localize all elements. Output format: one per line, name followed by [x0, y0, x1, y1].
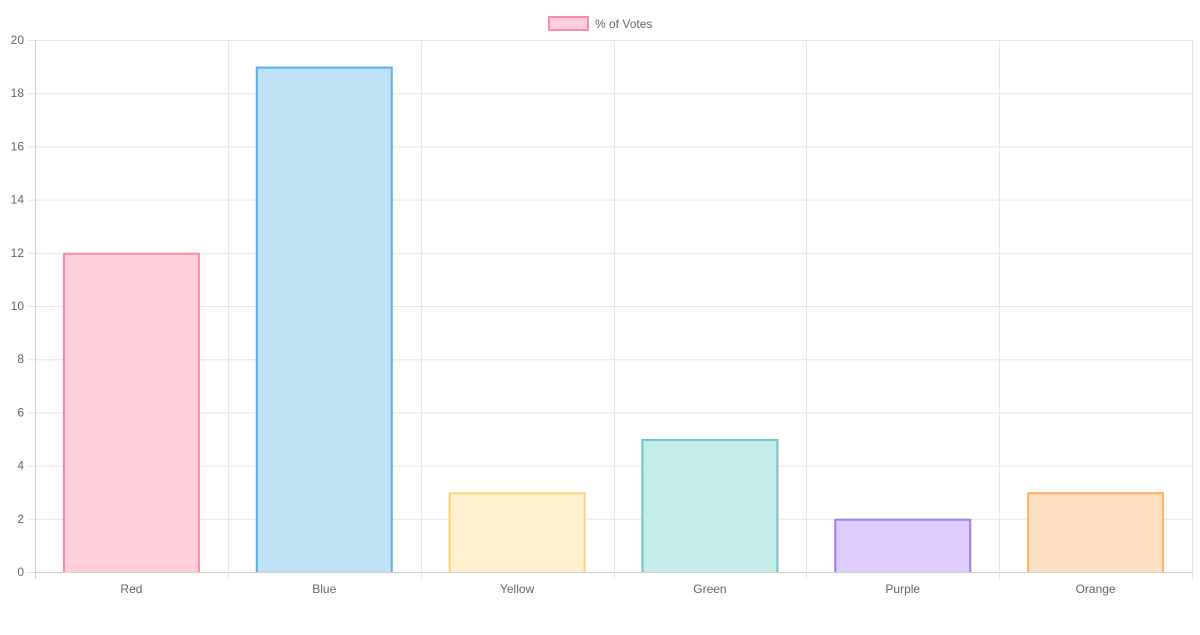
bar-yellow-border: [448, 492, 586, 572]
y-tick-label: 12: [11, 246, 25, 260]
bar-blue[interactable]: [255, 66, 393, 572]
x-tick-label: Blue: [312, 582, 336, 596]
bar-green-fill[interactable]: [641, 439, 779, 572]
legend-swatch[interactable]: [548, 16, 589, 31]
x-tick-label: Purple: [885, 582, 920, 596]
bar-green-border: [641, 439, 779, 572]
y-tick-label: 8: [17, 352, 24, 366]
bar-orange[interactable]: [1027, 492, 1165, 572]
bar-purple-fill[interactable]: [834, 518, 972, 572]
legend[interactable]: % of Votes: [548, 16, 652, 31]
y-tick-label: 0: [17, 565, 24, 579]
bar-purple[interactable]: [834, 518, 972, 572]
bar-yellow[interactable]: [448, 492, 586, 572]
y-tick-label: 10: [11, 299, 25, 313]
bar-yellow-fill[interactable]: [448, 492, 586, 572]
x-tick-label: Green: [693, 582, 726, 596]
x-tick-label: Red: [120, 582, 142, 596]
bar-green[interactable]: [641, 439, 779, 572]
bar-orange-border: [1027, 492, 1165, 572]
x-tick-label: Yellow: [500, 582, 535, 596]
bar-red-border: [62, 252, 200, 572]
bars: [62, 66, 1165, 573]
bar-blue-fill[interactable]: [255, 66, 393, 572]
legend-label[interactable]: % of Votes: [595, 17, 652, 31]
bar-orange-fill[interactable]: [1027, 492, 1165, 572]
y-tick-label: 16: [11, 139, 25, 153]
bar-red[interactable]: [62, 252, 200, 573]
y-tick-label: 4: [17, 459, 24, 473]
y-tick-label: 14: [11, 193, 25, 207]
y-tick-label: 18: [11, 86, 25, 100]
y-tick-label: 2: [17, 512, 24, 526]
x-tick-label: Orange: [1076, 582, 1116, 596]
bar-purple-border: [834, 518, 972, 572]
y-tick-label: 20: [11, 33, 25, 47]
y-tick-label: 6: [17, 405, 24, 419]
bar-red-fill[interactable]: [62, 252, 200, 573]
axes: 0 2 4 6 8 10 12 14 16 18 20 Red Blue Yellow Green Purpl…: [11, 33, 1116, 596]
grid: [28, 40, 1193, 579]
bar-blue-border: [255, 66, 393, 572]
